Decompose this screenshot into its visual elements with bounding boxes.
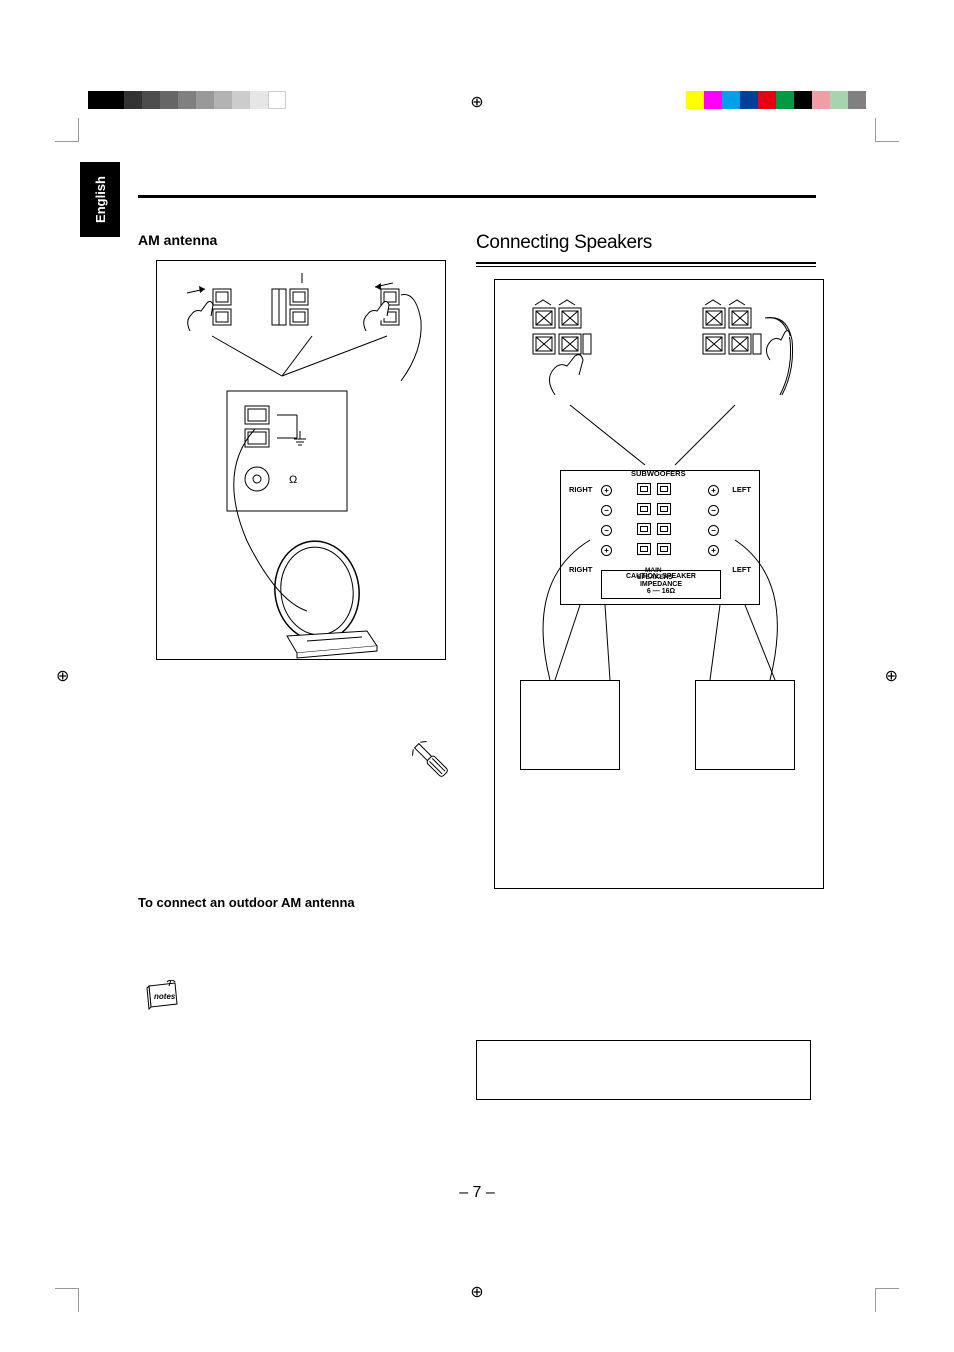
minus-icon: − [708,505,719,516]
caution-line3: 6 — 16Ω [647,588,675,595]
caution-line2: IMPEDANCE [640,581,682,588]
left-label-top: LEFT [732,485,751,494]
registration-mark-right: ⊕ [885,666,898,686]
page-number: – 7 – [459,1184,495,1202]
important-caution-box [476,1040,811,1100]
am-antenna-illustration: Ω [156,260,446,660]
header-rule [138,195,816,198]
registration-mark-top: ⊕ [470,92,483,112]
registration-mark-bottom: ⊕ [470,1282,483,1302]
left-label-bottom: LEFT [732,565,751,574]
crop-mark-icon [55,1288,79,1312]
left-column: AM antenna [138,232,458,660]
language-tab-label: English [93,176,108,223]
minus-icon: − [601,525,612,536]
right-label-top: RIGHT [569,485,592,494]
crop-mark-icon [875,1288,899,1312]
plus-icon: + [708,485,719,496]
crop-mark-icon [875,118,899,142]
connecting-speakers-title: Connecting Speakers [476,232,816,254]
registration-mark-left: ⊕ [56,666,69,686]
am-antenna-heading: AM antenna [138,232,458,248]
colorbar-right [686,91,866,109]
page-root: ⊕ ⊕ ⊕ ⊕ English AM antenna [0,0,954,1352]
right-label-bottom: RIGHT [569,565,592,574]
ohm-label: Ω [289,474,297,486]
am-antenna-svg: Ω [157,261,447,661]
speaker-connection-illustration: SUBWOOFERS RIGHT LEFT RIGHT LEFT MAIN SP… [494,279,824,889]
speaker-box-left [695,680,795,770]
speaker-terminal-panel: SUBWOOFERS RIGHT LEFT RIGHT LEFT MAIN SP… [560,470,760,605]
right-column: Connecting Speakers [476,232,816,889]
title-rule-thick [476,262,816,264]
screwdriver-icon [408,737,458,787]
minus-icon: − [708,525,719,536]
minus-icon: − [601,505,612,516]
speaker-box-right [520,680,620,770]
colorbar-left [88,91,286,109]
language-tab: English [80,162,120,237]
plus-icon: + [708,545,719,556]
svg-text:notes: notes [154,992,176,1001]
caution-line1: CAUTION: SPEAKER [626,573,696,580]
caution-box: CAUTION: SPEAKER IMPEDANCE 6 — 16Ω [601,570,721,599]
plus-icon: + [601,485,612,496]
title-rule-thin [476,266,816,267]
plus-icon: + [601,545,612,556]
outdoor-am-heading: To connect an outdoor AM antenna [138,895,458,910]
subwoofers-label: SUBWOOFERS [631,469,686,478]
notes-icon: notes [145,980,181,1010]
crop-mark-icon [55,118,79,142]
outdoor-am-section: To connect an outdoor AM antenna [138,895,458,918]
